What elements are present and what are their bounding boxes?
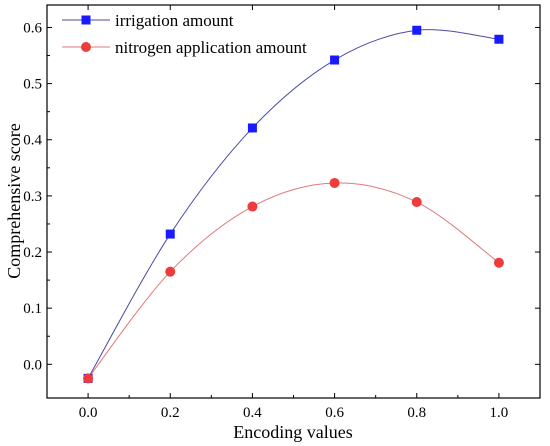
data-point-square xyxy=(247,123,257,133)
series-markers xyxy=(83,25,504,384)
x-tick-label: 0.4 xyxy=(243,405,262,421)
series-curves xyxy=(87,29,500,379)
data-point-circle xyxy=(493,257,504,268)
legend-marker-circle xyxy=(81,42,91,52)
data-point-circle xyxy=(247,201,258,212)
x-tick-label: 0.2 xyxy=(161,405,180,421)
y-tick-label: 0.3 xyxy=(23,189,42,205)
data-point-square xyxy=(412,25,422,35)
legend: irrigation amount nitrogen application am… xyxy=(62,11,307,57)
legend-marker-square xyxy=(81,15,91,25)
data-point-square xyxy=(165,229,175,239)
y-axis-ticks: 0.0 0.1 0.2 0.3 0.4 0.5 0.6 xyxy=(23,20,540,373)
data-point-circle xyxy=(165,266,176,277)
data-point-square xyxy=(494,34,504,44)
x-tick-label: 0.6 xyxy=(325,405,344,421)
y-tick-label: 0.2 xyxy=(23,245,42,261)
legend-label: irrigation amount xyxy=(115,11,234,30)
data-point-circle xyxy=(83,373,94,384)
x-tick-label: 1.0 xyxy=(490,405,509,421)
series-line-2 xyxy=(87,182,500,379)
y-tick-label: 0.6 xyxy=(23,20,42,36)
plot-frame xyxy=(46,4,541,399)
x-axis-ticks: 0.0 0.2 0.4 0.6 0.8 1.0 xyxy=(79,5,509,421)
series-line-1 xyxy=(87,29,499,379)
data-point-circle xyxy=(329,177,340,188)
y-tick-label: 0.0 xyxy=(23,357,42,373)
data-point-circle xyxy=(411,197,422,208)
y-axis-title: Comprehensive score xyxy=(4,123,24,278)
x-tick-label: 0.8 xyxy=(407,405,426,421)
y-tick-label: 0.1 xyxy=(23,301,42,317)
x-tick-label: 0.0 xyxy=(79,405,98,421)
data-point-square xyxy=(330,55,340,65)
x-axis-title: Encoding values xyxy=(233,422,352,442)
y-tick-label: 0.4 xyxy=(23,133,42,149)
legend-label: nitrogen application amount xyxy=(115,38,307,57)
y-tick-label: 0.5 xyxy=(23,77,42,93)
